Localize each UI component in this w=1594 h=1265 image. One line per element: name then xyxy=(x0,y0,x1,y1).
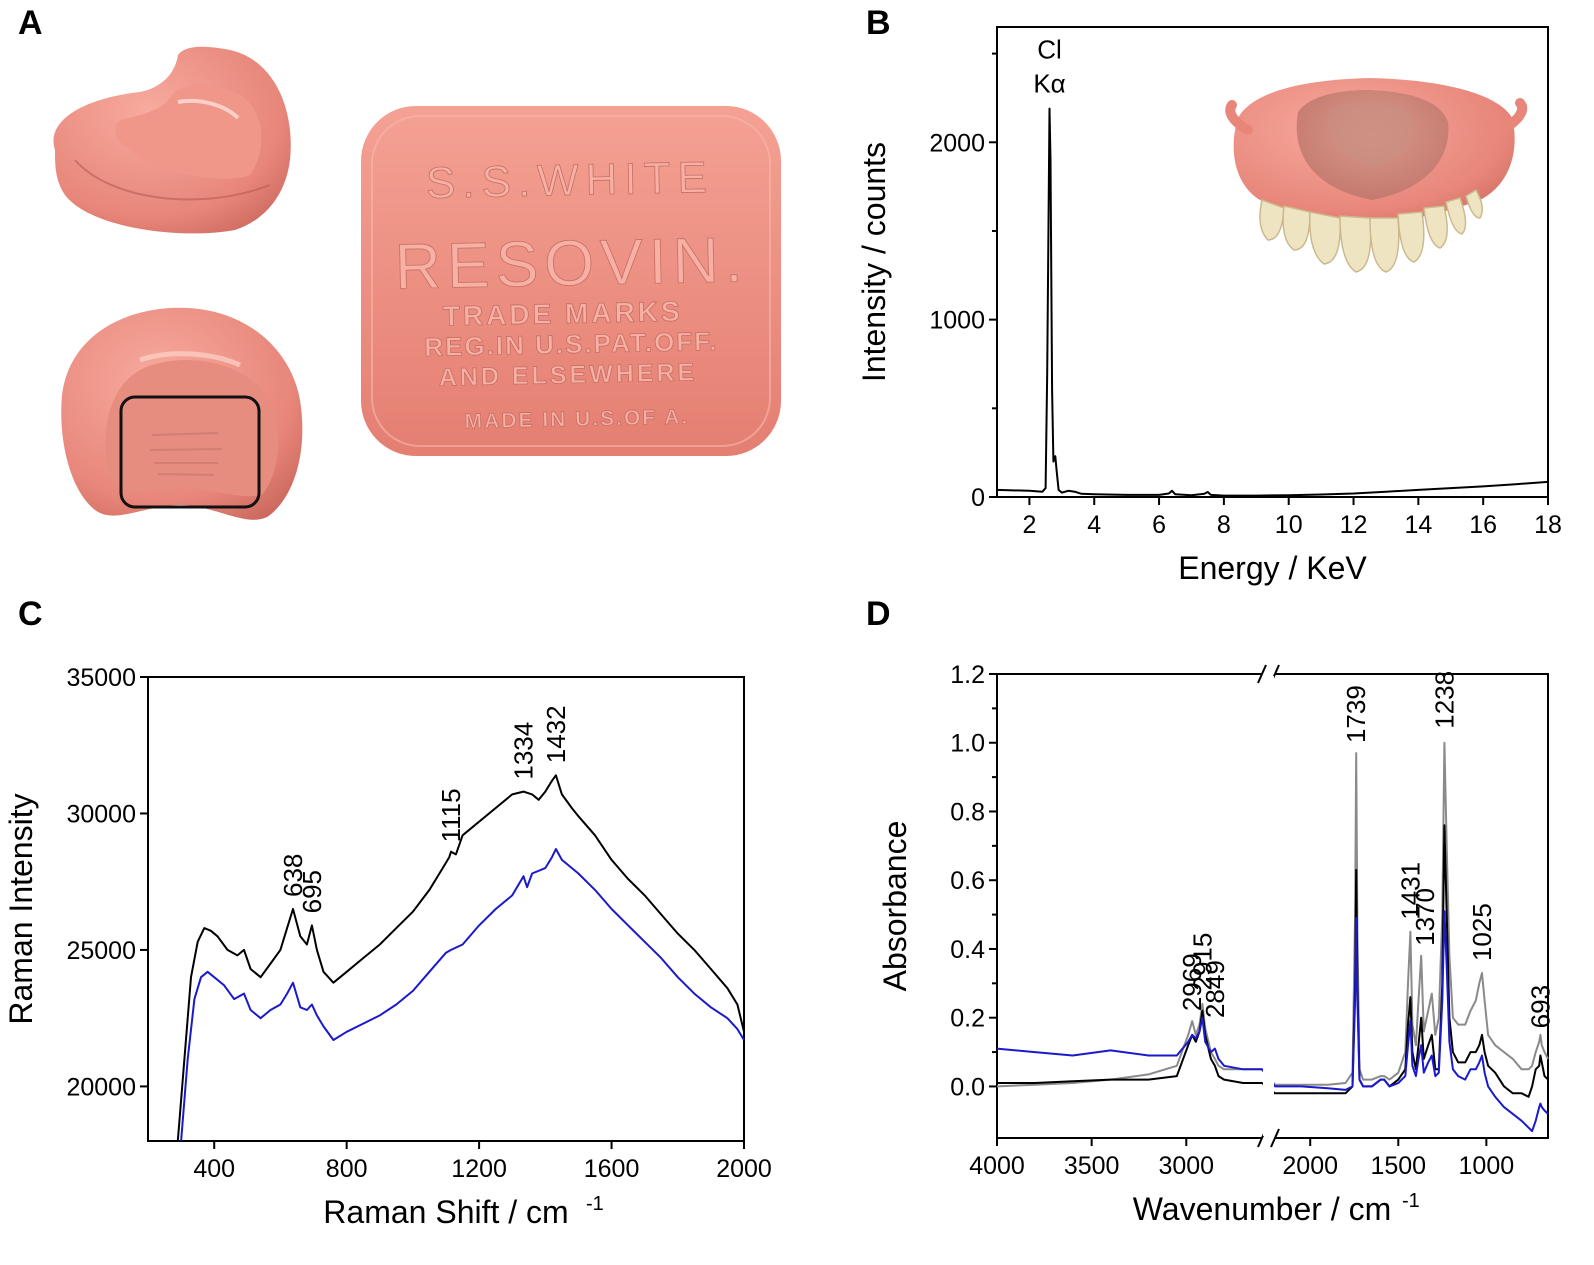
peak-label: 638 xyxy=(278,854,308,897)
y-tick-label: 0.8 xyxy=(950,798,985,826)
peak-label: 2915 xyxy=(1187,933,1217,991)
y-tick-label: 0.0 xyxy=(950,1073,985,1101)
peak-label: 1334 xyxy=(508,722,538,780)
x-axis-label: Energy / KeV xyxy=(1178,550,1367,586)
x-axis-label-superscript: -1 xyxy=(586,1193,604,1215)
y-tick-label: 0 xyxy=(971,484,985,512)
panel-b: B 0 1000 2000 2 4 6 8 10 12 14 16 18 Energy / KeV Int… xyxy=(856,4,1562,586)
peak-label: 695 xyxy=(297,870,327,913)
peak-label: 2849 xyxy=(1200,960,1230,1018)
peak-label: 2969 xyxy=(1177,953,1207,1011)
y-tick-label: 0.2 xyxy=(950,1005,985,1033)
x-axis-label: Wavenumber / cm xyxy=(1133,1191,1391,1227)
x-tick-label: 2000 xyxy=(1282,1152,1338,1180)
panel-d: D 0.0 0.2 0.4 0.6 0.8 1.0 1.2 4000 3500 3000 2000 1… xyxy=(866,595,1555,1227)
axis-break-gap xyxy=(1263,676,1274,1136)
axis-break-mark xyxy=(1257,664,1267,684)
x-tick-label: 3000 xyxy=(1158,1152,1214,1180)
peak-annotation-line2: Kα xyxy=(1033,69,1065,99)
y-axis-label: Raman Intensity xyxy=(3,793,39,1024)
peak-label: 1432 xyxy=(541,705,571,763)
plot-frame xyxy=(147,676,745,1142)
y-axis-label: Intensity / counts xyxy=(856,142,892,382)
series-line-blue xyxy=(996,910,1549,1133)
y-tick-label: 2000 xyxy=(929,129,985,157)
plot-frame-left xyxy=(996,673,1262,1139)
panel-a: A S.S.WHITE RESOVIN. xyxy=(18,4,781,520)
x-tick-label: 18 xyxy=(1534,511,1562,539)
x-tick-label: 14 xyxy=(1404,511,1432,539)
x-tick-label: 3500 xyxy=(1064,1152,1120,1180)
y-tick-label: 25000 xyxy=(66,937,136,965)
x-tick-label: 2 xyxy=(1022,511,1036,539)
panel-label-b: B xyxy=(866,4,891,42)
x-tick-label: 10 xyxy=(1275,511,1303,539)
x-tick-label: 400 xyxy=(193,1155,235,1183)
y-tick-label: 0.6 xyxy=(950,867,985,895)
x-tick-label: 1000 xyxy=(1459,1152,1515,1180)
plate-line-5: AND ELSEWHERE xyxy=(438,358,697,391)
y-tick-label: 1000 xyxy=(929,307,985,335)
y-axis-label: Absorbance xyxy=(877,821,913,992)
x-tick-label: 4 xyxy=(1087,511,1101,539)
series-line-XRF xyxy=(996,107,1549,497)
peak-label: 1238 xyxy=(1429,671,1459,729)
y-tick-label: 30000 xyxy=(66,800,136,828)
plot-frame-right xyxy=(1275,673,1549,1139)
y-tick-label: 35000 xyxy=(66,664,136,692)
panel-label-c: C xyxy=(18,595,43,633)
y-tick-label: 20000 xyxy=(66,1073,136,1101)
peak-label: 1115 xyxy=(436,788,466,842)
x-tick-label: 1500 xyxy=(1370,1152,1426,1180)
plate-line-4: REG.IN U.S.PAT.OFF. xyxy=(424,326,719,362)
denture-side-photo xyxy=(53,46,291,234)
x-tick-label: 1200 xyxy=(451,1155,507,1183)
y-tick-label: 1.2 xyxy=(950,661,985,689)
x-tick-label: 1600 xyxy=(584,1155,640,1183)
series-line-blue xyxy=(180,848,745,1142)
peak-label: 693 xyxy=(1525,985,1555,1028)
y-tick-label: 0.4 xyxy=(950,936,985,964)
peak-label: 1370 xyxy=(1410,888,1440,946)
plate-line-3: TRADE MARKS xyxy=(442,296,682,332)
plate-line-2: RESOVIN. xyxy=(394,223,749,302)
x-tick-label: 4000 xyxy=(969,1152,1025,1180)
series-line-black xyxy=(176,774,745,1142)
denture-bottom-photo xyxy=(61,307,303,520)
x-tick-label: 2000 xyxy=(716,1155,772,1183)
panel-label-a: A xyxy=(18,4,43,42)
x-axis-label: Raman Shift / cm xyxy=(323,1194,568,1230)
plate-line-6: MADE IN U.S.OF A. xyxy=(464,406,689,434)
x-axis-label-sup-holder: -1 xyxy=(586,1193,604,1215)
resovin-plate-photo: S.S.WHITE RESOVIN. TRADE MARKS REG.IN U.… xyxy=(361,106,781,456)
y-tick-label: 1.0 xyxy=(950,730,985,758)
full-denture-photo xyxy=(1225,78,1528,273)
peak-label: 1431 xyxy=(1395,862,1425,920)
series-line-gray xyxy=(996,741,1549,1088)
plot-c: 20000 25000 30000 35000 400 800 1200 1600 2000 Ra… xyxy=(3,664,772,1230)
x-axis-label-sup-holder: -1 xyxy=(1402,1190,1420,1212)
peak-annotation-line1: Cl xyxy=(1037,35,1062,65)
plot-frame xyxy=(996,26,1549,498)
plot-b: 0 1000 2000 2 4 6 8 10 12 14 16 18 Energy / KeV Inten… xyxy=(856,26,1562,586)
x-axis-label-superscript: -1 xyxy=(1402,1190,1420,1212)
peak-label: 1739 xyxy=(1341,685,1371,743)
x-tick-label: 6 xyxy=(1152,511,1166,539)
x-tick-label: 800 xyxy=(326,1155,368,1183)
highlight-box xyxy=(119,395,261,509)
axis-break-mark xyxy=(1270,1128,1280,1148)
x-tick-label: 16 xyxy=(1469,511,1497,539)
peak-label: 1025 xyxy=(1467,903,1497,961)
x-tick-label: 8 xyxy=(1217,511,1231,539)
plot-d: 0.0 0.2 0.4 0.6 0.8 1.0 1.2 4000 3500 3000 2000 150… xyxy=(877,661,1555,1227)
x-tick-label: 12 xyxy=(1340,511,1368,539)
panel-label-d: D xyxy=(866,595,891,633)
plate-line-1: S.S.WHITE xyxy=(425,153,714,208)
